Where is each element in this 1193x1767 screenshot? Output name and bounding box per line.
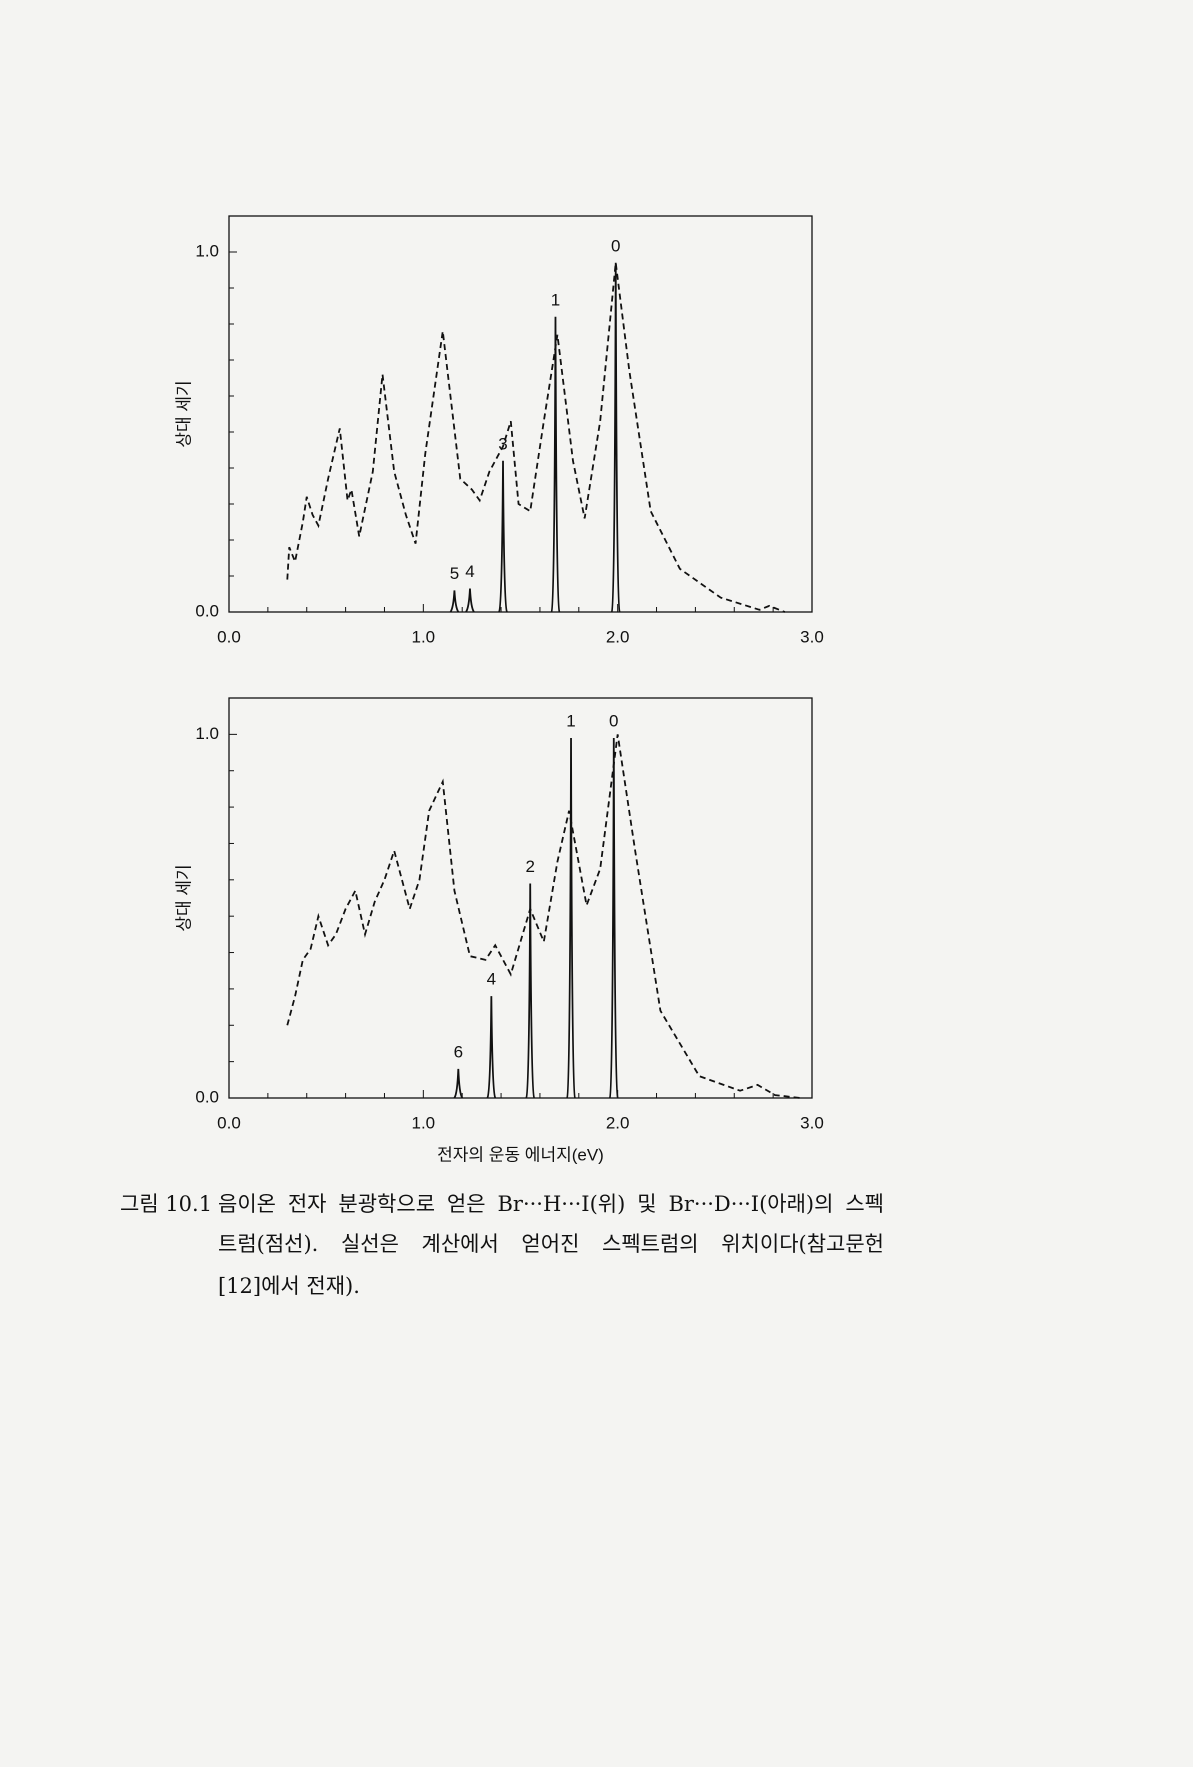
- peak-label: 4: [487, 970, 496, 989]
- y-tick-label: 1.0: [195, 241, 219, 260]
- y-axis-label: 상대 세기: [174, 864, 193, 931]
- peak-label: 1: [551, 290, 560, 309]
- calculated-peak: [465, 588, 475, 613]
- peak-label: 4: [465, 562, 474, 581]
- measured-spectrum: [286, 262, 786, 613]
- x-tick-label: 1.0: [412, 627, 436, 646]
- caption-line: 음이온 전자 분광학으로 얻은 Br···H···I(위) 및 Br···D··…: [218, 1192, 884, 1216]
- peak-label: 2: [525, 857, 534, 876]
- x-tick-label: 0.0: [217, 627, 241, 646]
- caption-line: [12]에서 전재).: [218, 1274, 360, 1298]
- x-tick-label: 2.0: [606, 1113, 630, 1132]
- caption-label: 그림 10.1: [120, 1192, 213, 1216]
- calculated-peak: [449, 590, 460, 613]
- calculated-peak: [498, 460, 508, 613]
- x-tick-label: 2.0: [606, 627, 630, 646]
- calculated-peak: [550, 316, 561, 613]
- peak-label: 3: [498, 434, 507, 453]
- x-tick-label: 3.0: [800, 1113, 824, 1132]
- calculated-peak: [486, 996, 497, 1099]
- x-axis-label: 전자의 운동 에너지(eV): [437, 1145, 604, 1164]
- peak-label: 0: [611, 236, 620, 255]
- plot-frame: [228, 697, 813, 1099]
- x-tick-label: 1.0: [412, 1113, 436, 1132]
- calculated-peak: [610, 262, 621, 613]
- y-tick-label: 0.0: [195, 601, 219, 620]
- peak-label: 1: [566, 711, 575, 730]
- peak-label: 5: [450, 564, 459, 583]
- plot-frame: [228, 215, 813, 613]
- x-tick-label: 3.0: [800, 627, 824, 646]
- measured-spectrum: [286, 734, 801, 1099]
- calculated-peak: [525, 883, 536, 1099]
- y-axis-label: 상대 세기: [174, 380, 193, 447]
- y-tick-label: 1.0: [195, 724, 219, 743]
- calculated-peak: [453, 1068, 464, 1099]
- x-tick-label: 0.0: [217, 1113, 241, 1132]
- calculated-peak: [566, 737, 576, 1099]
- y-tick-label: 0.0: [195, 1087, 219, 1106]
- caption-line: 트럼(점선). 실선은 계산에서 얻어진 스펙트럼의 위치이다(참고문헌: [218, 1232, 884, 1256]
- calculated-peak: [608, 737, 619, 1099]
- peak-label: 6: [454, 1042, 463, 1061]
- peak-label: 0: [609, 711, 618, 730]
